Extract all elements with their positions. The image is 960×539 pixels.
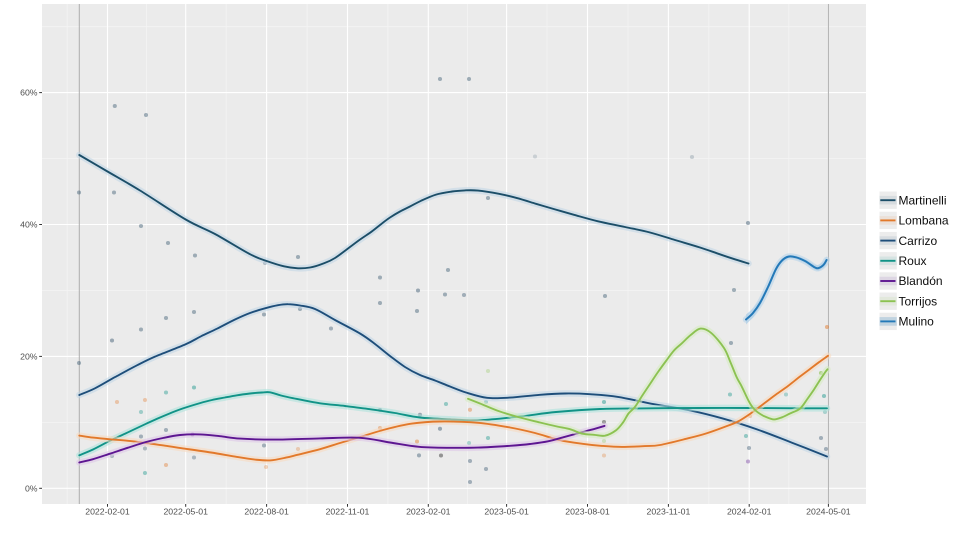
svg-text:2024-05-01: 2024-05-01 xyxy=(806,507,851,517)
svg-text:2022-02-01: 2022-02-01 xyxy=(85,507,130,517)
svg-text:Blandón: Blandón xyxy=(899,274,943,288)
svg-text:40%: 40% xyxy=(20,220,38,230)
svg-text:Carrizo: Carrizo xyxy=(899,234,938,248)
svg-text:2023-11-01: 2023-11-01 xyxy=(647,507,691,517)
svg-text:Lombana: Lombana xyxy=(899,214,949,228)
svg-text:2023-08-01: 2023-08-01 xyxy=(565,507,610,517)
svg-text:0%: 0% xyxy=(25,483,38,493)
svg-text:Roux: Roux xyxy=(899,254,927,268)
svg-text:2024-02-01: 2024-02-01 xyxy=(727,507,772,517)
svg-text:20%: 20% xyxy=(20,352,38,362)
svg-text:2022-11-01: 2022-11-01 xyxy=(326,507,370,517)
svg-text:60%: 60% xyxy=(20,88,38,98)
svg-text:2023-05-01: 2023-05-01 xyxy=(484,507,529,517)
svg-text:2023-02-01: 2023-02-01 xyxy=(406,507,451,517)
svg-text:Torrijos: Torrijos xyxy=(899,294,938,308)
svg-text:Mulino: Mulino xyxy=(899,315,935,329)
svg-text:2022-08-01: 2022-08-01 xyxy=(244,507,289,517)
svg-text:2022-05-01: 2022-05-01 xyxy=(163,507,208,517)
svg-text:Martinelli: Martinelli xyxy=(899,193,947,207)
